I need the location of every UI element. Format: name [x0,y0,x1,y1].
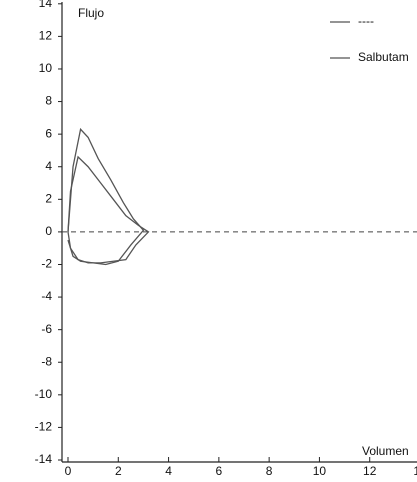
y-tick-label: 4 [45,159,52,173]
y-axis-label: Flujo [78,6,104,20]
y-tick-label: -8 [41,354,52,368]
y-tick-label: 10 [39,61,53,75]
y-tick-label: -14 [35,452,53,466]
x-tick-label: 12 [363,464,377,478]
flow-volume-curve [67,155,150,264]
y-tick-label: 14 [39,0,53,10]
y-tick-label: 0 [45,224,52,238]
x-tick-label: 4 [165,464,172,478]
legend-label: Salbutam [358,50,409,64]
x-tick-label: 8 [266,464,273,478]
y-tick-label: -12 [35,420,53,434]
x-tick-label: 14 [413,464,417,478]
x-tick-label: 10 [313,464,327,478]
y-tick-label: 2 [45,191,52,205]
x-tick-label: 6 [216,464,223,478]
y-tick-label: 12 [39,29,53,43]
x-tick-label: 2 [115,464,122,478]
x-axis-label: Volumen [362,444,409,458]
flow-volume-curve [67,127,145,266]
y-tick-label: -10 [35,387,53,401]
y-tick-label: 6 [45,126,52,140]
y-tick-label: -4 [41,289,52,303]
y-tick-label: -2 [41,257,52,271]
x-tick-label: 0 [65,464,72,478]
legend-label: ---- [358,14,374,28]
y-tick-label: 8 [45,94,52,108]
y-tick-label: -6 [41,322,52,336]
